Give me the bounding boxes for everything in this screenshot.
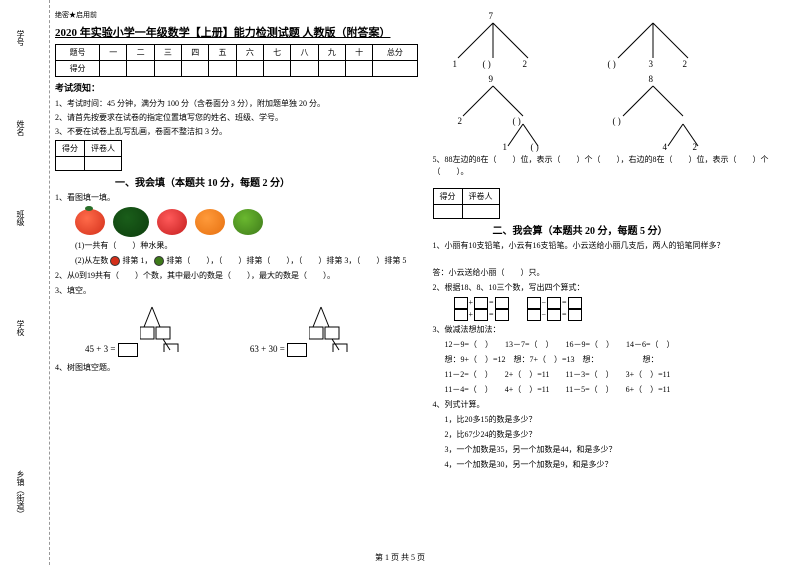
tree-diagram: 7 1 ( ) 2 [433,13,553,73]
calc-unit-1: 45 + 3 = [85,302,220,357]
tree-node: 3 [649,59,654,69]
fruit-marker-icon [110,256,120,266]
tree-node: 1 [503,142,508,152]
lime-icon [233,209,263,235]
question-1b: (2)从左数 排第 1， 排第（ ），（ ）排第（ ），（ ）排第 3，（ ）排… [75,255,418,267]
tree-node: ( ) [608,59,616,69]
watermelon-icon [113,207,149,237]
section-1-title: 一、我会填（本题共 10 分，每题 2 分） [115,174,418,189]
sidebar-label: 乡镇（街道） [15,470,26,518]
notice-line: 1、考试时间：45 分钟，满分为 100 分（含卷面分 3 分），附加题单独 2… [55,98,418,109]
tree-node: ( ) [613,116,621,126]
s2-q3-line: 想：9+（ ）=12 想：7+（ ）=13 想： 想： [445,354,796,366]
sidebar-label: 姓名 [15,120,26,136]
formula-boxes: += −= += −= [453,297,796,321]
sg-score: 得分 [433,189,462,205]
fruit-marker-icon [154,256,164,266]
page-footer: 第 1 页 共 5 页 [0,552,800,563]
question-1a: (1)一共有（ ）种水果。 [75,240,418,252]
sidebar-label: 班级 [15,210,26,226]
tree-node: ( ) [513,116,521,126]
answer-box [287,343,307,357]
question-2: 2、从0到19共有（ ）个数，其中最小的数是（ ），最大的数是（ ）。 [55,270,418,282]
s2-q3: 3、做减法想加法： [433,324,796,336]
s2-q4-line: 2，比67少24的数是多少？ [445,429,796,441]
tree-node: ( ) [483,59,491,69]
tree-node: 2 [523,59,528,69]
question-4: 4、树图填空题。 [55,362,418,374]
sg-grader: 评卷人 [85,141,122,157]
notice-line: 2、请首先按要求在试卷的指定位置填写您的姓名、班级、学号。 [55,112,418,123]
s2-q1: 1、小丽有10支铅笔，小云有16支铅笔。小云送给小丽几支后，两人的铅笔同样多？ [433,240,796,252]
tree-diagram: 8 ( ) 4 2 [593,76,713,151]
sg-score: 得分 [56,141,85,157]
tree-node: 4 [663,142,668,152]
s2-q3-line: 12－9=（ ） 13－7=（ ） 16－9=（ ） 14－6=（ ） [445,339,796,351]
tree-node: 2 [683,59,688,69]
s2-q3-line: 11－2=（ ） 2+（ ）=11 11－3=（ ） 3+（ ）=11 [445,369,796,381]
s2-q4: 4、列式计算。 [433,399,796,411]
tree-diagram: ( ) 3 2 [593,13,713,73]
tree-row-2: 9 2 ( ) 1 ( ) 8 ( ) 4 2 [433,76,796,151]
q1b-suffix: 排第（ ），（ ）排第（ ），（ ）排第 3，（ ）排第 5 [166,256,406,265]
notice-line: 3、不要在试卷上乱写乱画，卷面不整洁扣 3 分。 [55,126,418,137]
apple-icon [157,209,187,235]
s2-q2: 2、根据18、8、10三个数，写出四个算式： [433,282,796,294]
question-1: 1、看图填一填。 [55,192,418,204]
page-content: 绝密★启用前 2020 年实验小学一年级数学【上册】能力检测试题 人教版（附答案… [55,10,795,555]
split-diagram [309,302,389,352]
sidebar-label: 学校 [15,320,26,336]
calc-unit-2: 63 + 30 = [250,302,389,357]
answer-box [118,343,138,357]
sg-grader: 评卷人 [462,189,499,205]
secret-label: 绝密★启用前 [55,10,418,20]
s2-q1-answer: 答：小云送给小丽（ ）只。 [433,267,796,279]
tree-node: 8 [649,74,654,84]
s2-q4-line: 1，比20多15的数是多少？ [445,414,796,426]
split-diagram [140,302,220,352]
calc-expr: 45 + 3 = [85,344,115,354]
question-5: 5、88左边的8在（ ）位，表示（ ）个（ ），右边的8在（ ）位，表示（ ）个… [433,154,796,178]
left-column: 绝密★启用前 2020 年实验小学一年级数学【上册】能力检测试题 人教版（附答案… [55,10,418,555]
tree-node: ( ) [531,142,539,152]
tree-node: 7 [489,11,494,21]
tomato-icon [75,209,105,235]
s2-q4-line: 3，一个加数是35，另一个加数是44，和是多少？ [445,444,796,456]
score-grader-table: 得分评卷人 [433,188,500,219]
notice-title: 考试须知： [55,81,418,94]
section-2-title: 二、我会算（本题共 20 分，每题 5 分） [493,222,796,237]
tree-node: 2 [458,116,463,126]
s2-q4-line: 4，一个加数是30，另一个加数是9，和是多少？ [445,459,796,471]
q1b-prefix: (2)从左数 [75,256,108,265]
calc-diagrams: 45 + 3 = 63 + 30 = [85,302,418,357]
tree-diagram: 9 2 ( ) 1 ( ) [433,76,553,151]
question-3: 3、填空。 [55,285,418,297]
q1b-mid: 排第 1， [122,256,152,265]
tree-row-1: 7 1 ( ) 2 ( ) 3 2 [433,13,796,73]
score-table: 题号一二三四五六七八九十总分 得分 [55,44,418,77]
exam-title: 2020 年实验小学一年级数学【上册】能力检测试题 人教版（附答案） [55,24,418,40]
binding-sidebar: 学号 姓名 班级 学校 乡镇（街道） [0,0,50,565]
s2-q3-line: 11－4=（ ） 4+（ ）=11 11－5=（ ） 6+（ ）=11 [445,384,796,396]
right-column: 7 1 ( ) 2 ( ) 3 2 9 2 ( ) 1 ( ) [433,10,796,555]
tree-node: 2 [693,142,698,152]
fruit-row [75,207,418,237]
score-grader-table: 得分评卷人 [55,140,122,171]
orange-icon [195,209,225,235]
sidebar-label: 学号 [15,30,26,46]
calc-expr: 63 + 30 = [250,344,285,354]
tree-node: 9 [489,74,494,84]
tree-node: 1 [453,59,458,69]
